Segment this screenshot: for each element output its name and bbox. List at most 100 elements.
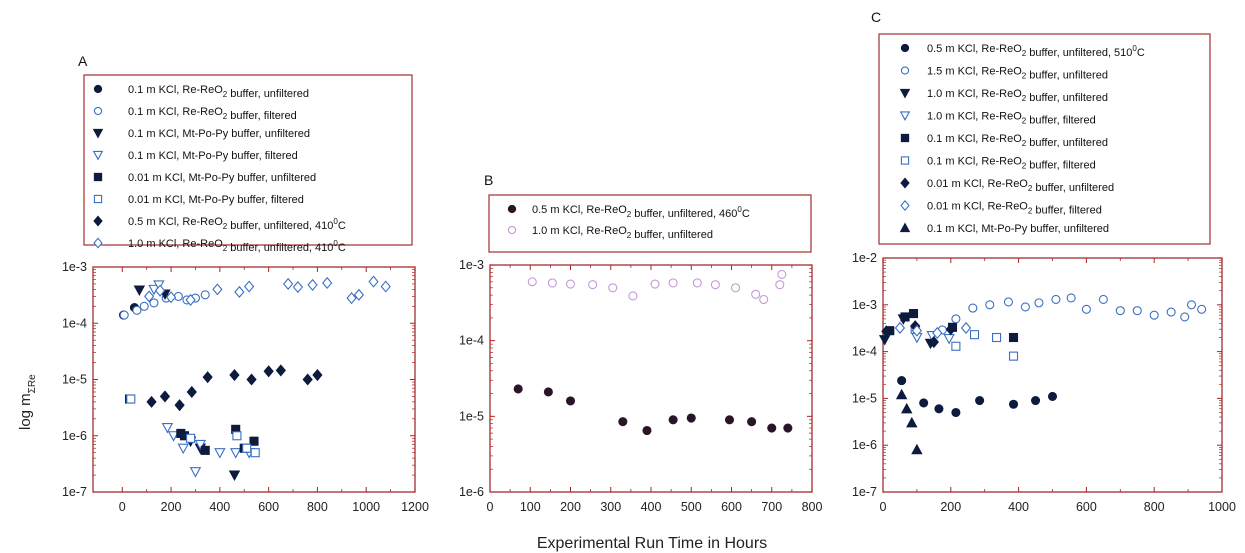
- data-point: [194, 439, 207, 451]
- legend-marker: [507, 204, 517, 214]
- legend-label: 0.01 m KCl, Mt-Po-Py buffer, filtered: [128, 194, 304, 206]
- data-point: [951, 314, 961, 324]
- data-point: [618, 417, 628, 427]
- data-point: [951, 407, 961, 418]
- data-point: [985, 300, 995, 310]
- legend-marker: [899, 88, 911, 99]
- y-tick-label: 1e-7: [852, 485, 877, 499]
- series-1-5-m-kcl-re-reo2-buffer-unfiltered: [937, 293, 1207, 335]
- data-point: [165, 291, 177, 304]
- legend-marker: [93, 237, 103, 249]
- data-point: [242, 443, 252, 453]
- data-point: [149, 298, 159, 308]
- x-tick-label: 400: [641, 500, 662, 514]
- data-point: [710, 280, 720, 290]
- panel-letter: B: [484, 172, 493, 188]
- data-point: [900, 312, 910, 322]
- legend: 0.5 m KCl, Re-ReO2 buffer, unfiltered, 5…: [878, 33, 1211, 245]
- x-tick-label: 100: [520, 500, 541, 514]
- legend-marker: [92, 128, 104, 139]
- data-point: [527, 277, 537, 287]
- data-point: [901, 402, 913, 414]
- data-point: [608, 283, 618, 293]
- data-point: [650, 279, 660, 289]
- legend-item-0-1-m-kcl-mt-po-py-buffer-unfiltered: 0.1 m KCl, Mt-Po-Py buffer, unfiltered: [92, 128, 310, 140]
- data-point: [943, 334, 955, 345]
- data-point: [906, 416, 918, 428]
- data-point: [322, 276, 333, 290]
- data-point: [132, 305, 142, 315]
- data-point: [668, 415, 678, 425]
- y-tick-label: 1e-2: [852, 251, 877, 265]
- series-0-01-m-kcl-re-reo2-buffer-unfiltered: [881, 320, 956, 349]
- data-point: [353, 288, 365, 301]
- panel-letter: C: [871, 9, 881, 25]
- data-point: [143, 290, 155, 303]
- y-axis-label: log mΣRe: [17, 374, 38, 430]
- data-point: [543, 387, 553, 397]
- legend-marker: [899, 222, 911, 233]
- data-point: [302, 373, 313, 386]
- series-0-5-m-kcl-re-reo2-buffer-unfiltered-460c: [513, 384, 793, 436]
- legend-label: 1.0 m KCl, Re-ReO2 buffer, unfiltered: [927, 88, 1108, 104]
- data-point: [139, 301, 149, 311]
- data-point: [730, 283, 741, 293]
- x-tick-label: 600: [1076, 500, 1097, 514]
- data-point: [186, 385, 197, 399]
- x-tick-label: 1000: [1208, 500, 1236, 514]
- x-tick-label: 800: [307, 500, 328, 514]
- data-point: [146, 395, 157, 408]
- data-point: [312, 368, 323, 382]
- data-point: [692, 278, 702, 288]
- data-point: [200, 445, 210, 455]
- y-tick-label: 1e-7: [62, 485, 87, 499]
- data-point: [1132, 306, 1142, 316]
- legend-marker: [93, 194, 103, 204]
- data-point: [1047, 391, 1058, 402]
- data-point: [777, 269, 787, 280]
- x-tick-label: 800: [802, 500, 823, 514]
- y-axis-label-main: log m: [17, 393, 34, 430]
- panel-b: B 0.5 m KCl, Re-ReO2 buffer, unfiltered, …: [459, 172, 823, 514]
- data-point: [686, 413, 696, 423]
- data-point: [229, 368, 240, 382]
- data-point: [167, 431, 180, 442]
- data-point: [185, 293, 196, 306]
- panel-a: A0.1 m KCl, Re-ReO2 buffer, unfiltered0.…: [62, 53, 429, 514]
- legend-label: 0.01 m KCl, Mt-Po-Py buffer, unfiltered: [128, 172, 316, 184]
- data-point: [992, 332, 1002, 343]
- legend-item-1-5-m-kcl-re-reo2-buffer-unfiltered: 1.5 m KCl, Re-ReO2 buffer, unfiltered: [900, 66, 1108, 82]
- data-point: [513, 384, 523, 394]
- x-tick-label: 800: [1144, 500, 1165, 514]
- legend-label: 1.0 m KCl, Re-ReO2 buffer, filtered: [927, 111, 1096, 127]
- data-point: [161, 422, 174, 434]
- legend-marker: [93, 106, 103, 116]
- legend-item-1-0-m-kcl-re-reo2-buffer-unfiltered: 1.0 m KCl, Re-ReO2 buffer, unfiltered: [899, 88, 1108, 104]
- legend-item-0-01-m-kcl-mt-po-py-buffer-unfiltered: 0.01 m KCl, Mt-Po-Py buffer, unfiltered: [93, 172, 316, 184]
- legend-label: 0.1 m KCl, Re-ReO2 buffer, unfiltered: [128, 84, 309, 100]
- data-point: [153, 280, 165, 291]
- legend-marker: [899, 111, 911, 121]
- data-point: [975, 395, 985, 406]
- data-point: [878, 335, 891, 346]
- data-point: [346, 292, 357, 305]
- legend-marker: [93, 172, 103, 182]
- y-tick-label: 1e-5: [852, 391, 877, 405]
- data-point: [881, 325, 892, 338]
- x-tick-label: 200: [560, 500, 581, 514]
- data-point: [628, 291, 638, 301]
- data-point: [932, 326, 943, 340]
- data-point: [246, 373, 257, 386]
- data-point: [945, 323, 956, 336]
- x-tick-label: 500: [681, 500, 702, 514]
- legend-label: 0.1 m KCl, Re-ReO2 buffer, unfiltered: [927, 133, 1108, 149]
- legend-label: 0.1 m KCl, Mt-Po-Py buffer, unfiltered: [927, 223, 1109, 235]
- data-point: [214, 448, 226, 459]
- y-tick-label: 1e-3: [852, 298, 877, 312]
- legend: 0.5 m KCl, Re-ReO2 buffer, unfiltered, 4…: [488, 194, 812, 253]
- data-point: [928, 335, 939, 349]
- data-point: [1098, 294, 1108, 305]
- data-point: [911, 324, 923, 337]
- legend-marker: [900, 199, 910, 212]
- data-point: [1149, 310, 1159, 320]
